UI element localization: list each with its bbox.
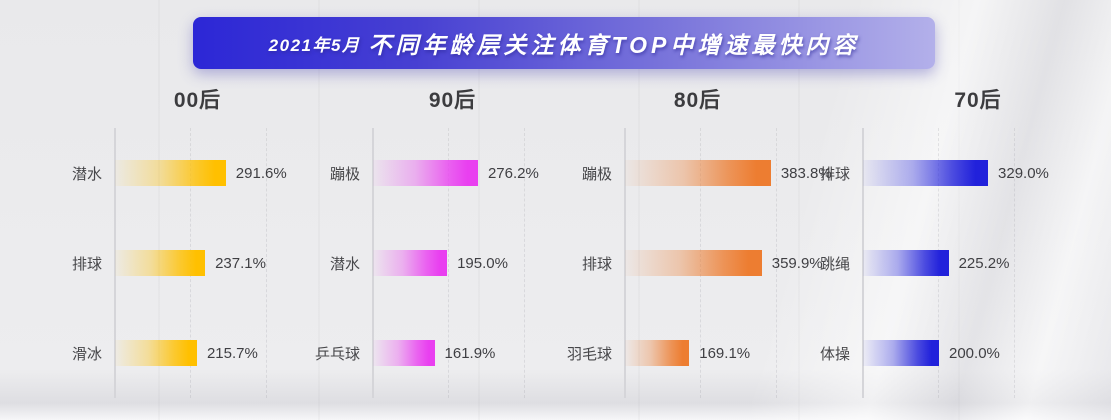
category-label: 潜水: [71, 165, 102, 183]
bar-row: 潜水 195.0%: [280, 218, 532, 308]
bar: [863, 250, 949, 276]
value-label: 161.9%: [444, 344, 496, 362]
value-label: 195.0%: [457, 254, 508, 272]
bar-zone: 225.2%: [863, 250, 1093, 276]
bar-zone: 169.1%: [625, 340, 770, 366]
category-label: 乒乓球: [314, 345, 360, 363]
bar: [863, 160, 989, 186]
value-label: 200.0%: [949, 344, 1000, 362]
category-label: 蹦极: [329, 165, 360, 183]
bar-row: 跳绳 225.2%: [770, 218, 1093, 308]
age-group-header: 00后: [173, 89, 222, 112]
category-label: 排球: [71, 255, 102, 273]
category-label: 跳绳: [819, 255, 850, 273]
bar: [115, 160, 226, 186]
bar-plot: 排球 329.0% 跳绳 225.2% 体操 200.0%: [770, 128, 1093, 398]
category-label: 体操: [819, 345, 850, 363]
bar-zone: 359.9%: [625, 250, 823, 276]
gridline: [1014, 128, 1015, 398]
bar-zone: 276.2%: [373, 160, 539, 186]
category-label: 滑冰: [71, 345, 102, 363]
bar: [373, 340, 435, 366]
grouped-bar-chart: 00后潜水 291.6% 排球 237.1% 滑冰 215.7% 90后蹦极 276.2% 潜水…: [0, 84, 1111, 398]
bar-row: 排球 237.1%: [22, 218, 280, 308]
age-group-header: 80后: [673, 89, 722, 112]
category-label: 羽毛球: [566, 345, 612, 363]
value-label: 276.2%: [487, 164, 539, 182]
value-label: 291.6%: [235, 164, 287, 182]
bar-zone: 383.8%: [625, 160, 832, 186]
bar-zone: 161.9%: [373, 340, 532, 366]
gridline: [776, 128, 777, 398]
age-group-column: 80后蹦极 383.8% 排球 359.9% 羽毛球 169.1%: [532, 84, 832, 398]
age-group-column: 00后潜水 291.6% 排球 237.1% 滑冰 215.7%: [22, 84, 287, 398]
bar-row: 滑冰 215.7%: [22, 308, 280, 398]
age-group-header: 70后: [954, 89, 1002, 112]
title-date-prefix: 2021年5月: [268, 35, 361, 55]
bar: [625, 340, 690, 366]
value-label: 359.9%: [771, 254, 823, 272]
bar-row: 乒乓球 161.9%: [280, 308, 532, 398]
bar: [625, 160, 771, 186]
gridline: [448, 128, 449, 398]
bar-plot: 潜水 291.6% 排球 237.1% 滑冰 215.7%: [22, 128, 287, 398]
bar: [373, 250, 448, 276]
category-label: 排球: [819, 165, 850, 183]
bar-row: 排球 359.9%: [532, 218, 823, 308]
category-label: 蹦极: [581, 165, 612, 183]
bar-zone: 195.0%: [373, 250, 532, 276]
gridline: [524, 128, 525, 398]
age-group-column: 90后蹦极 276.2% 潜水 195.0% 乒乓球 161.9%: [280, 84, 539, 398]
bar: [625, 250, 762, 276]
bar: [115, 340, 197, 366]
bar-plot: 蹦极 383.8% 排球 359.9% 羽毛球 169.1%: [532, 128, 832, 398]
value-label: 237.1%: [215, 254, 266, 272]
bar-zone: 237.1%: [115, 250, 280, 276]
bar: [115, 250, 206, 276]
bar-row: 潜水 291.6%: [22, 128, 287, 218]
bar-row: 蹦极 276.2%: [280, 128, 539, 218]
bar-zone: 329.0%: [863, 160, 1093, 186]
gridline: [266, 128, 267, 398]
value-label: 329.0%: [998, 164, 1049, 182]
bar-zone: 291.6%: [115, 160, 287, 186]
bar: [373, 160, 478, 186]
bar-zone: 215.7%: [115, 340, 280, 366]
age-group-column: 70后排球 329.0% 跳绳 225.2% 体操 200.0%: [770, 84, 1093, 398]
bar-row: 羽毛球 169.1%: [532, 308, 770, 398]
value-label: 215.7%: [206, 344, 258, 362]
page-title: 不同年龄层关注体育TOP中增速最快内容: [368, 32, 860, 58]
bar-row: 排球 329.0%: [770, 128, 1093, 218]
bar-zone: 200.0%: [863, 340, 1093, 366]
bar: [863, 340, 939, 366]
bar-row: 蹦极 383.8%: [532, 128, 832, 218]
title-banner: 2021年5月 不同年龄层关注体育TOP中增速最快内容: [193, 17, 935, 69]
category-label: 排球: [581, 255, 612, 273]
bar-row: 体操 200.0%: [770, 308, 1093, 398]
bar-plot: 蹦极 276.2% 潜水 195.0% 乒乓球 161.9%: [280, 128, 539, 398]
category-label: 潜水: [329, 255, 360, 273]
age-group-header: 90后: [428, 89, 477, 112]
value-label: 383.8%: [780, 164, 832, 182]
value-label: 225.2%: [958, 254, 1010, 272]
value-label: 169.1%: [699, 344, 751, 362]
